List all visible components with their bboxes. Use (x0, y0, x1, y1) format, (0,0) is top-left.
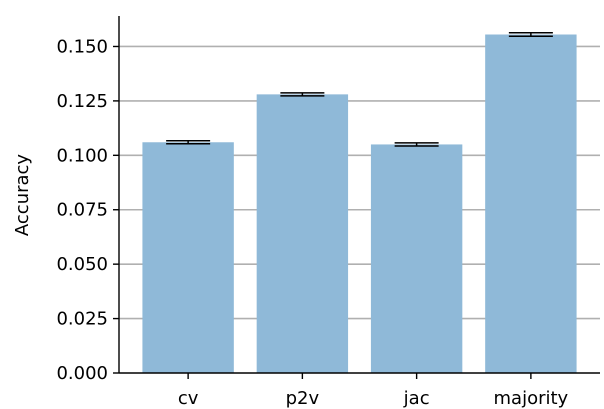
y-tick-label: 0.075 (56, 200, 108, 221)
bar-majority (485, 34, 577, 373)
y-tick-label: 0.050 (56, 254, 108, 275)
bars (142, 34, 577, 374)
error-bars (166, 32, 553, 147)
x-tick-label-jac: jac (403, 388, 430, 409)
y-tick-label: 0.100 (56, 145, 108, 166)
y-tick-label: 0.025 (56, 309, 108, 330)
y-tick-label: 0.150 (56, 36, 108, 57)
bar-cv (142, 142, 234, 373)
y-ticks: 0.000 0.025 0.050 0.075 0.100 0.125 0.150 (56, 36, 119, 384)
y-tick-label: 0.000 (56, 363, 108, 384)
y-axis-label: Accuracy (12, 154, 33, 237)
bar-jac (370, 144, 463, 373)
axes (118, 16, 600, 374)
x-tick-label-cv: cv (178, 388, 199, 409)
x-tick-label-majority: majority (494, 388, 569, 409)
y-tick-label: 0.125 (56, 91, 108, 112)
bar-p2v (256, 94, 349, 374)
x-ticks: cv p2v jac majority (178, 373, 569, 409)
x-tick-label-p2v: p2v (286, 388, 320, 409)
